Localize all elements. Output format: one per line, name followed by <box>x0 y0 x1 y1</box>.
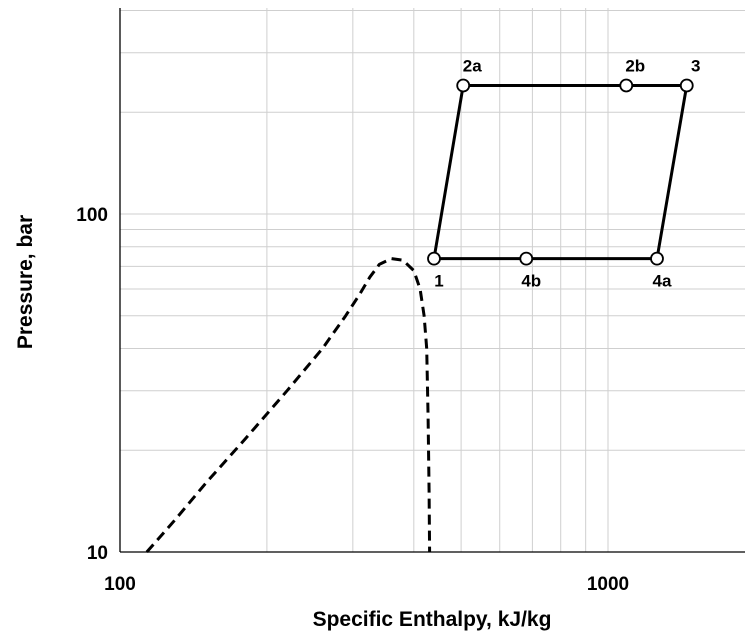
saturation-dome-line <box>145 257 432 553</box>
x-axis-title: Specific Enthalpy, kJ/kg <box>313 608 552 631</box>
point-label: 4b <box>521 272 541 291</box>
cycle-point-marker <box>427 251 441 266</box>
axes <box>119 8 745 553</box>
series-layer <box>145 84 689 553</box>
y-axis-title: Pressure, bar <box>14 215 37 349</box>
point-label: 2a <box>463 56 482 75</box>
point-label: 3 <box>691 56 700 75</box>
point-label: 2b <box>625 56 645 75</box>
point-label-layer: 1 2a 2b 3 4a 4b <box>434 56 700 290</box>
point-label: 1 <box>434 272 443 291</box>
cycle-point-marker <box>619 78 634 93</box>
cycle-point-marker <box>519 251 534 266</box>
cycle-point-marker <box>456 78 471 93</box>
tick-label-layer: 100 1000 10 100 <box>76 205 629 595</box>
grid-lines <box>120 8 745 552</box>
x-tick-label: 1000 <box>587 574 629 595</box>
point-label: 4a <box>653 272 672 291</box>
y-tick-label: 10 <box>87 543 108 564</box>
cycle-point-marker <box>650 251 664 266</box>
x-tick-label: 100 <box>104 574 136 595</box>
cycle-point-marker <box>679 78 694 93</box>
marker-layer <box>427 78 694 266</box>
y-tick-label: 100 <box>76 205 108 226</box>
